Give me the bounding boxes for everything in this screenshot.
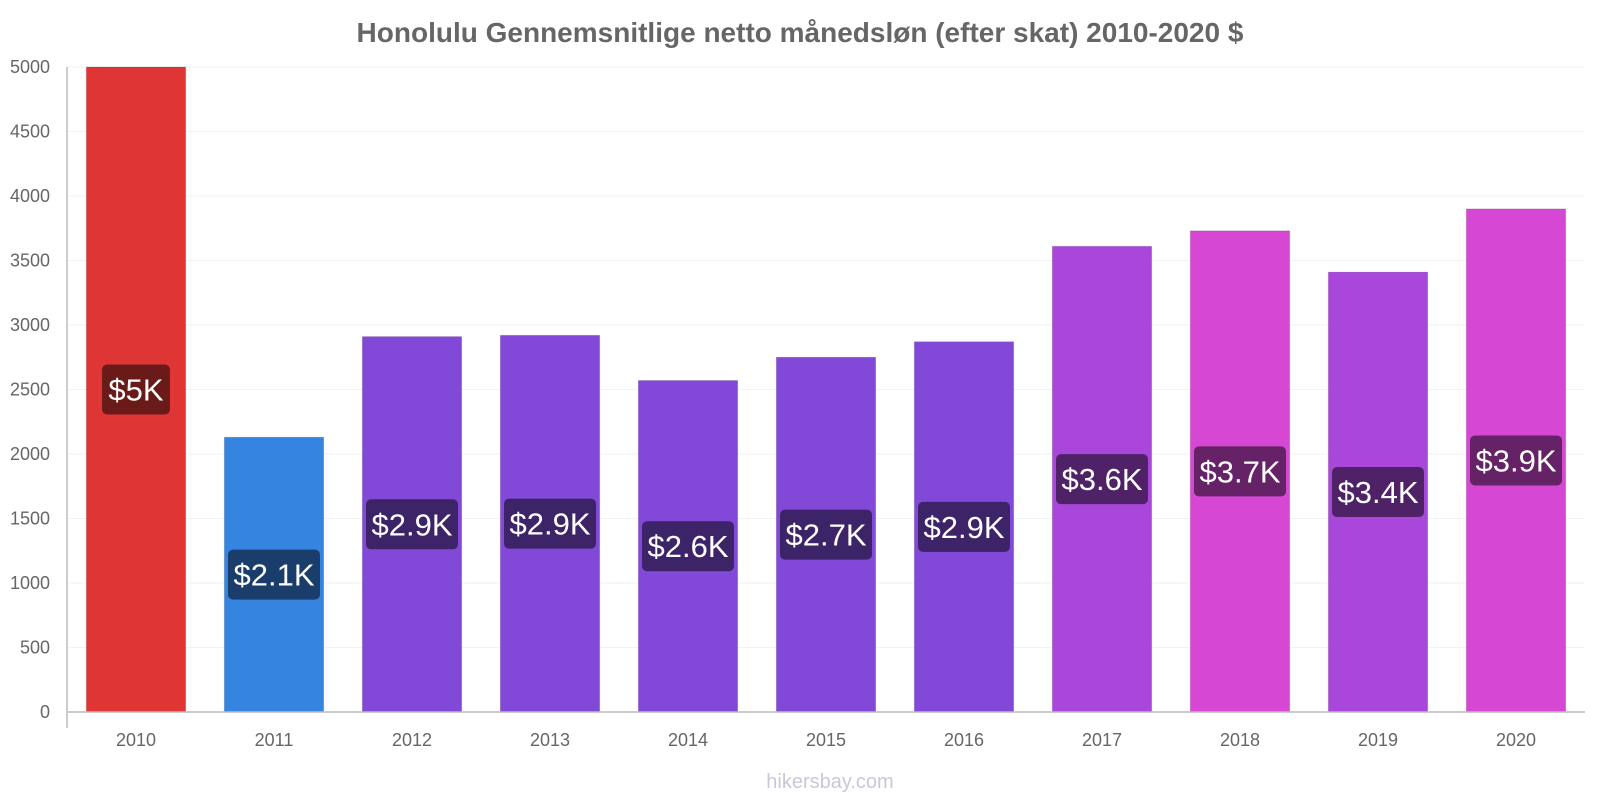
y-tick-label: 2500 (10, 380, 50, 400)
y-tick-label: 3500 (10, 251, 50, 271)
data-label-box (918, 501, 1010, 552)
data-label-box (504, 498, 596, 549)
data-label: $3.9K (1475, 443, 1556, 478)
data-label-box (642, 521, 734, 572)
x-tick-label: 2020 (1496, 730, 1536, 750)
data-label-box (780, 509, 872, 560)
data-label-box (1056, 454, 1148, 505)
x-tick-label: 2018 (1220, 730, 1260, 750)
x-tick-label: 2019 (1358, 730, 1398, 750)
data-label: $5K (108, 373, 163, 408)
data-label: $2.9K (371, 507, 452, 542)
data-label-box (102, 364, 170, 415)
data-label-box (228, 549, 320, 600)
y-tick-label: 1500 (10, 509, 50, 529)
x-tick-label: 2011 (255, 730, 294, 750)
data-labels: $5K $2.1K $2.9K $2.9K $2.6K $2.7K $2.9K $3.6K $3… (102, 364, 1562, 600)
y-tick-label: 4500 (10, 122, 50, 142)
y-axis: 0 500 1000 1500 2000 2500 3000 3500 4000 4500 5000 (10, 57, 68, 728)
x-tick-label: 2017 (1082, 730, 1122, 750)
x-tick-label: 2014 (668, 730, 708, 750)
data-label-box (1470, 435, 1562, 486)
x-tick-label: 2010 (116, 730, 156, 750)
y-tick-label: 500 (20, 638, 50, 658)
data-label-box (366, 499, 458, 550)
data-label: $2.9K (509, 507, 590, 542)
x-axis: 2010 2011 2012 2013 2014 2015 2016 2017 2018 2019… (67, 711, 1585, 750)
y-tick-label: 4000 (10, 186, 50, 206)
x-tick-label: 2015 (806, 730, 846, 750)
data-label-box (1194, 446, 1286, 497)
y-tick-label: 5000 (10, 57, 50, 77)
y-tick-label: 1000 (10, 573, 50, 593)
y-tick-label: 2000 (10, 444, 50, 464)
data-label: $3.4K (1337, 475, 1418, 510)
data-label: $2.1K (233, 558, 314, 593)
data-label: $2.9K (923, 510, 1004, 545)
watermark: hikersbay.com (766, 771, 893, 793)
x-tick-label: 2012 (392, 730, 432, 750)
data-label: $3.7K (1199, 454, 1280, 489)
y-tick-label: 0 (40, 702, 50, 722)
data-label: $3.6K (1061, 462, 1142, 497)
x-tick-label: 2016 (944, 730, 984, 750)
y-tick-label: 3000 (10, 315, 50, 335)
data-label-box (1332, 467, 1424, 518)
chart-title: Honolulu Gennemsnitlige netto månedsløn … (357, 17, 1244, 48)
x-tick-label: 2013 (530, 730, 570, 750)
data-label: $2.6K (647, 529, 728, 564)
data-label: $2.7K (785, 518, 866, 553)
